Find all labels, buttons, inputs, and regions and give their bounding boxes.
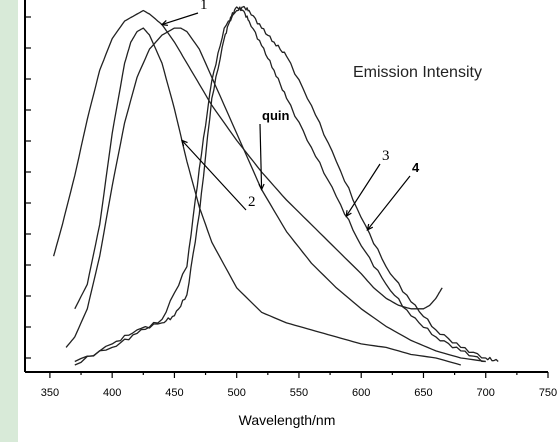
y-axis-ticks [25, 16, 31, 359]
curve-label-1: 1 [200, 0, 208, 13]
leader-arrow-4 [366, 223, 374, 231]
curve-label-2: 2 [248, 194, 256, 210]
x-tick-label: 700 [477, 387, 495, 399]
leader-arrow-1 [160, 19, 168, 26]
curve-label-quin: quin [262, 108, 289, 123]
label-leaders [160, 12, 411, 231]
leader-line-3 [345, 163, 381, 217]
x-axis-ticks [49, 372, 549, 378]
leader-arrow-quin [258, 183, 265, 191]
leader-arrow-3 [345, 210, 352, 218]
x-tick-label: 350 [41, 387, 59, 399]
series-line-quin [65, 27, 486, 363]
series-line-2 [74, 27, 461, 366]
x-tick-label: 500 [228, 387, 246, 399]
leader-line-1 [161, 12, 199, 26]
curve-labels-layer: 1 2 quin 3 4 [200, 0, 420, 210]
x-tick-label: 650 [414, 387, 432, 399]
x-axis-tick-labels: 350 400 450 500 550 600 650 700 750 [41, 387, 557, 399]
leader-line-quin [259, 123, 263, 190]
x-axis-label: Wavelength/nm [239, 412, 336, 428]
curve-label-3: 3 [382, 148, 390, 164]
emission-intensity-annotation: Emission Intensity [353, 64, 482, 81]
curves-layer [52, 5, 499, 366]
x-tick-label: 550 [290, 387, 308, 399]
leader-arrow-2 [180, 139, 188, 147]
x-tick-label: 600 [352, 387, 370, 399]
plot-area [18, 0, 559, 442]
x-tick-label: 750 [539, 387, 557, 399]
curve-label-4: 4 [412, 160, 420, 175]
x-tick-label: 400 [103, 387, 121, 399]
series-line-4 [74, 5, 499, 363]
series-line-3 [74, 6, 486, 366]
leader-line-2 [181, 139, 247, 211]
x-tick-label: 450 [165, 387, 183, 399]
leader-line-4 [366, 175, 411, 231]
